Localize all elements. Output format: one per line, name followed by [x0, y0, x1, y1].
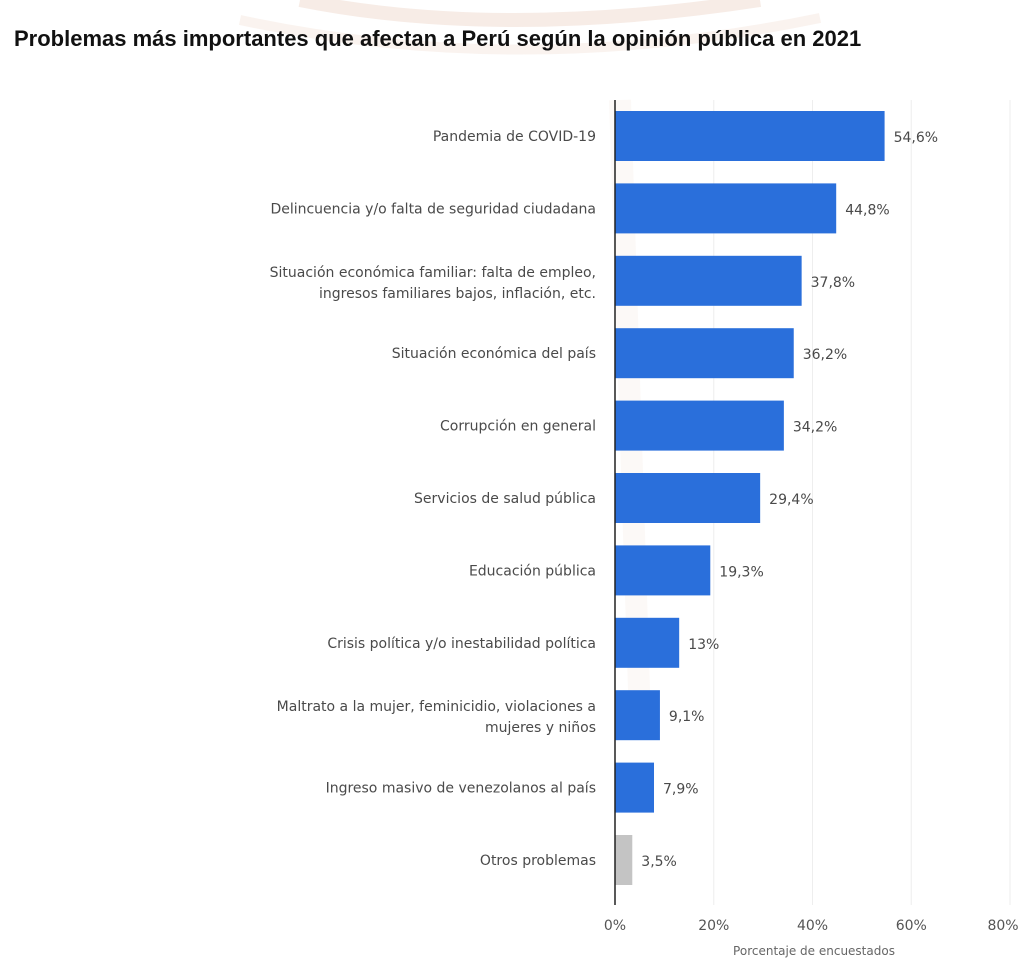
bar: [615, 111, 885, 161]
category-label: mujeres y niños: [485, 720, 596, 736]
bar: [615, 835, 633, 885]
x-axis-title: Porcentaje de encuestados: [733, 944, 895, 958]
value-labels: 54,6% 44,8% 37,8% 36,2% 34,2% 29,4% 19,3% 13% 9,…: [641, 130, 938, 870]
category-label: ingresos familiares bajos, inflación, et…: [319, 286, 596, 302]
category-label: Maltrato a la mujer, feminicidio, violac…: [277, 699, 596, 715]
bar: [615, 617, 680, 668]
category-label: Servicios de salud pública: [414, 491, 596, 507]
bars: [615, 111, 885, 885]
category-label: Situación económica familiar: falta de e…: [270, 265, 596, 281]
data-label: 9,1%: [669, 709, 705, 725]
data-label: 3,5%: [641, 854, 677, 870]
bar: [615, 690, 660, 741]
data-label: 54,6%: [894, 130, 938, 146]
x-tick-label: 0%: [604, 918, 626, 934]
data-label: 19,3%: [719, 564, 763, 580]
data-label: 7,9%: [663, 782, 699, 798]
x-tick-label: 40%: [797, 918, 828, 934]
bar: [615, 473, 761, 523]
bar: [615, 183, 837, 234]
bar: [615, 328, 794, 379]
category-label: Situación económica del país: [392, 346, 596, 362]
data-label: 13%: [688, 637, 719, 653]
category-label: Corrupción en general: [440, 419, 596, 435]
x-tick-label: 60%: [896, 918, 927, 934]
data-label: 29,4%: [769, 492, 813, 508]
category-label: Crisis política y/o inestabilidad políti…: [327, 636, 596, 652]
bar: [615, 400, 784, 451]
x-tick-label: 20%: [698, 918, 729, 934]
data-label: 44,8%: [845, 202, 889, 218]
bar: [615, 762, 655, 813]
category-label: Ingreso masivo de venezolanos al país: [326, 781, 596, 797]
data-label: 34,2%: [793, 420, 837, 436]
chart-title: Problemas más importantes que afectan a …: [14, 26, 862, 51]
category-label: Pandemia de COVID-19: [433, 129, 596, 145]
category-label: Delincuencia y/o falta de seguridad ciud…: [270, 201, 596, 217]
category-label: Otros problemas: [480, 853, 596, 869]
bar: [615, 545, 711, 596]
bar: [615, 255, 802, 306]
data-label: 36,2%: [803, 347, 847, 363]
x-axis-ticks: 0% 20% 40% 60% 80%: [604, 918, 1018, 934]
data-label: 37,8%: [811, 275, 855, 291]
category-labels: Pandemia de COVID-19 Delincuencia y/o fal…: [270, 129, 596, 869]
category-label: Educación pública: [469, 563, 596, 579]
x-tick-label: 80%: [987, 918, 1018, 934]
